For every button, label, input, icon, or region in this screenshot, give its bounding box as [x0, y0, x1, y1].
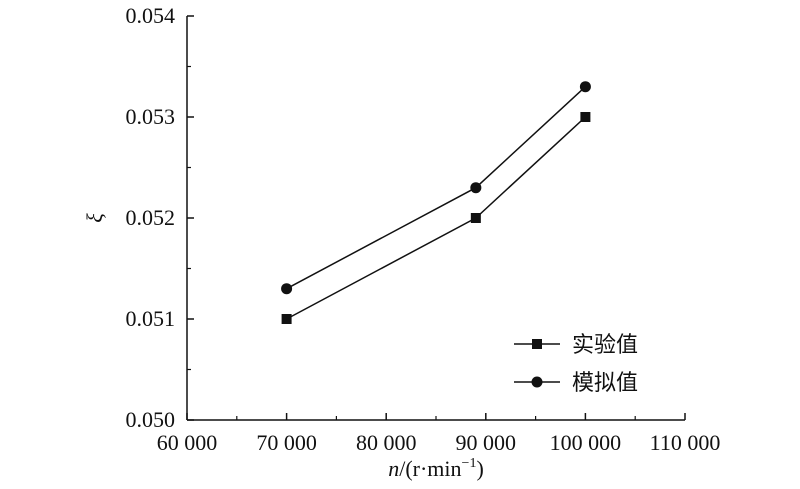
- y-tick-label: 0.053: [126, 104, 176, 129]
- legend-marker-series-2: [531, 376, 543, 388]
- y-tick-label: 0.050: [126, 407, 176, 432]
- y-axis-label: ξ: [82, 213, 107, 223]
- data-point-series-1: [470, 213, 481, 223]
- x-tick-label: 60 000: [157, 430, 218, 455]
- data-point-series-2: [579, 81, 591, 93]
- legend-label-series-1: 实验值: [572, 333, 638, 358]
- data-point-series-2: [281, 283, 293, 295]
- series-layer: [281, 81, 591, 324]
- x-tick-label: 90 000: [456, 430, 517, 455]
- data-point-series-1: [281, 314, 292, 324]
- y-tick-label: 0.054: [126, 3, 176, 28]
- legend-entry-series-1: 实验值: [514, 333, 638, 358]
- x-axis-label-var: n: [388, 456, 399, 481]
- x-axis-label-sup: −1: [462, 456, 477, 471]
- data-point-series-1: [580, 112, 591, 122]
- series-line-1: [286, 116, 586, 320]
- x-axis-label-close: ): [476, 456, 483, 481]
- y-tick-label: 0.052: [126, 205, 176, 230]
- x-axis-label-unit: /(r·min: [399, 456, 461, 481]
- series-line-2: [286, 86, 586, 290]
- x-axis-label: n/(r·min−1): [388, 456, 484, 481]
- x-tick-label: 110 000: [650, 430, 721, 455]
- x-tick-label: 80 000: [356, 430, 417, 455]
- legend-label-series-2: 模拟值: [572, 371, 638, 396]
- x-tick-label: 70 000: [256, 430, 317, 455]
- axes: [186, 16, 685, 421]
- legend-marker-series-1: [532, 339, 542, 349]
- legend-entry-series-2: 模拟值: [514, 371, 638, 396]
- x-tick-label: 100 000: [550, 430, 622, 455]
- legend: 实验值 模拟值: [514, 333, 638, 396]
- y-tick-label: 0.051: [126, 306, 176, 331]
- ticks: 60 000 70 000 80 000 90 000 100 000 110 000 0.…: [126, 3, 721, 455]
- data-point-series-2: [470, 182, 482, 194]
